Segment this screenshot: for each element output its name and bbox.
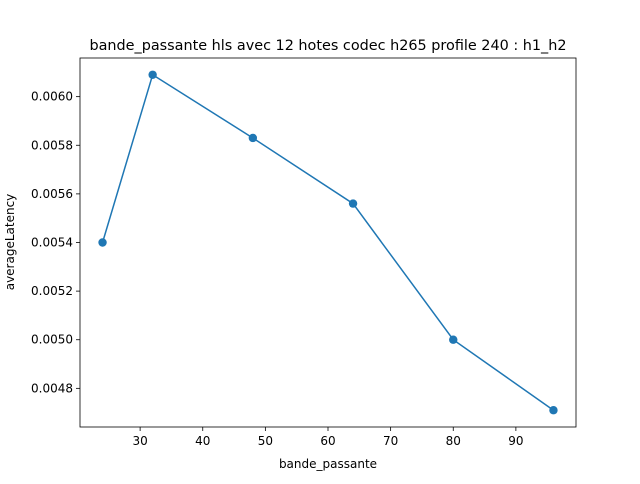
y-tick-label: 0.0050 [31,333,73,347]
x-tick-label: 30 [132,434,147,448]
plot-layer: 30 40 50 60 70 80 90 0.0048 0.0050 0.0052 0.0054 0.… [31,57,577,448]
data-point [98,238,107,247]
x-tick-label: 50 [258,434,273,448]
data-point [348,199,358,208]
x-tick-label: 60 [320,434,335,448]
y-tick-label: 0.0060 [31,90,73,104]
y-tick-label: 0.0054 [31,236,73,250]
x-tick-label: 40 [195,434,210,448]
data-point [148,70,157,79]
x-tick-label: 80 [446,434,461,448]
data-point [248,133,258,143]
x-tick-label: 90 [508,434,523,448]
y-tick-label: 0.0052 [31,284,73,298]
x-tick-label: 70 [383,434,398,448]
plot-frame [79,57,577,428]
data-point [449,335,458,344]
y-tick-label: 0.0048 [31,381,73,395]
series-line [101,73,554,411]
y-tick-label: 0.0056 [31,187,73,201]
chart-title: bande_passante hls avec 12 hotes codec h… [89,38,566,54]
y-tick-label: 0.0058 [31,138,73,152]
x-axis-label: bande_passante [279,457,377,471]
y-axis-label: averageLatency [3,194,17,291]
data-point [549,406,558,415]
